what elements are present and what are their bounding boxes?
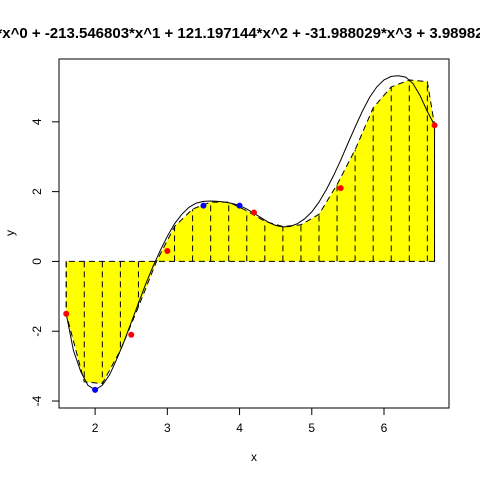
red-point: [251, 209, 257, 216]
x-tick-label: 5: [308, 421, 315, 435]
red-point: [164, 247, 171, 254]
y-axis-label: y: [3, 230, 17, 236]
x-tick-label: 2: [92, 421, 99, 435]
blue-point: [236, 202, 243, 209]
y-axis: -4 -2 0 2 4: [30, 118, 60, 406]
y-tick-label: 0: [30, 258, 44, 265]
curve-line: [65, 75, 436, 391]
red-point: [337, 185, 344, 192]
plot-area: [63, 75, 438, 393]
chart-title: 2*x^0 + -213.546803*x^1 + 121.197144*x^2…: [0, 25, 480, 42]
y-tick-label: -4: [30, 395, 44, 406]
red-point: [128, 331, 135, 338]
x-axis: 2 3 4 5 6: [92, 407, 388, 435]
y-tick-label: 2: [30, 188, 44, 195]
x-tick-label: 6: [381, 421, 388, 435]
blue-point: [200, 202, 207, 209]
x-tick-label: 3: [164, 421, 171, 435]
red-point: [431, 122, 438, 129]
x-axis-label: x: [251, 450, 257, 464]
fill-area: [65, 79, 436, 385]
y-tick-label: -2: [30, 326, 44, 337]
x-tick-label: 4: [236, 421, 243, 435]
y-tick-label: 4: [30, 118, 44, 125]
blue-point: [92, 386, 99, 393]
red-point: [63, 310, 70, 317]
